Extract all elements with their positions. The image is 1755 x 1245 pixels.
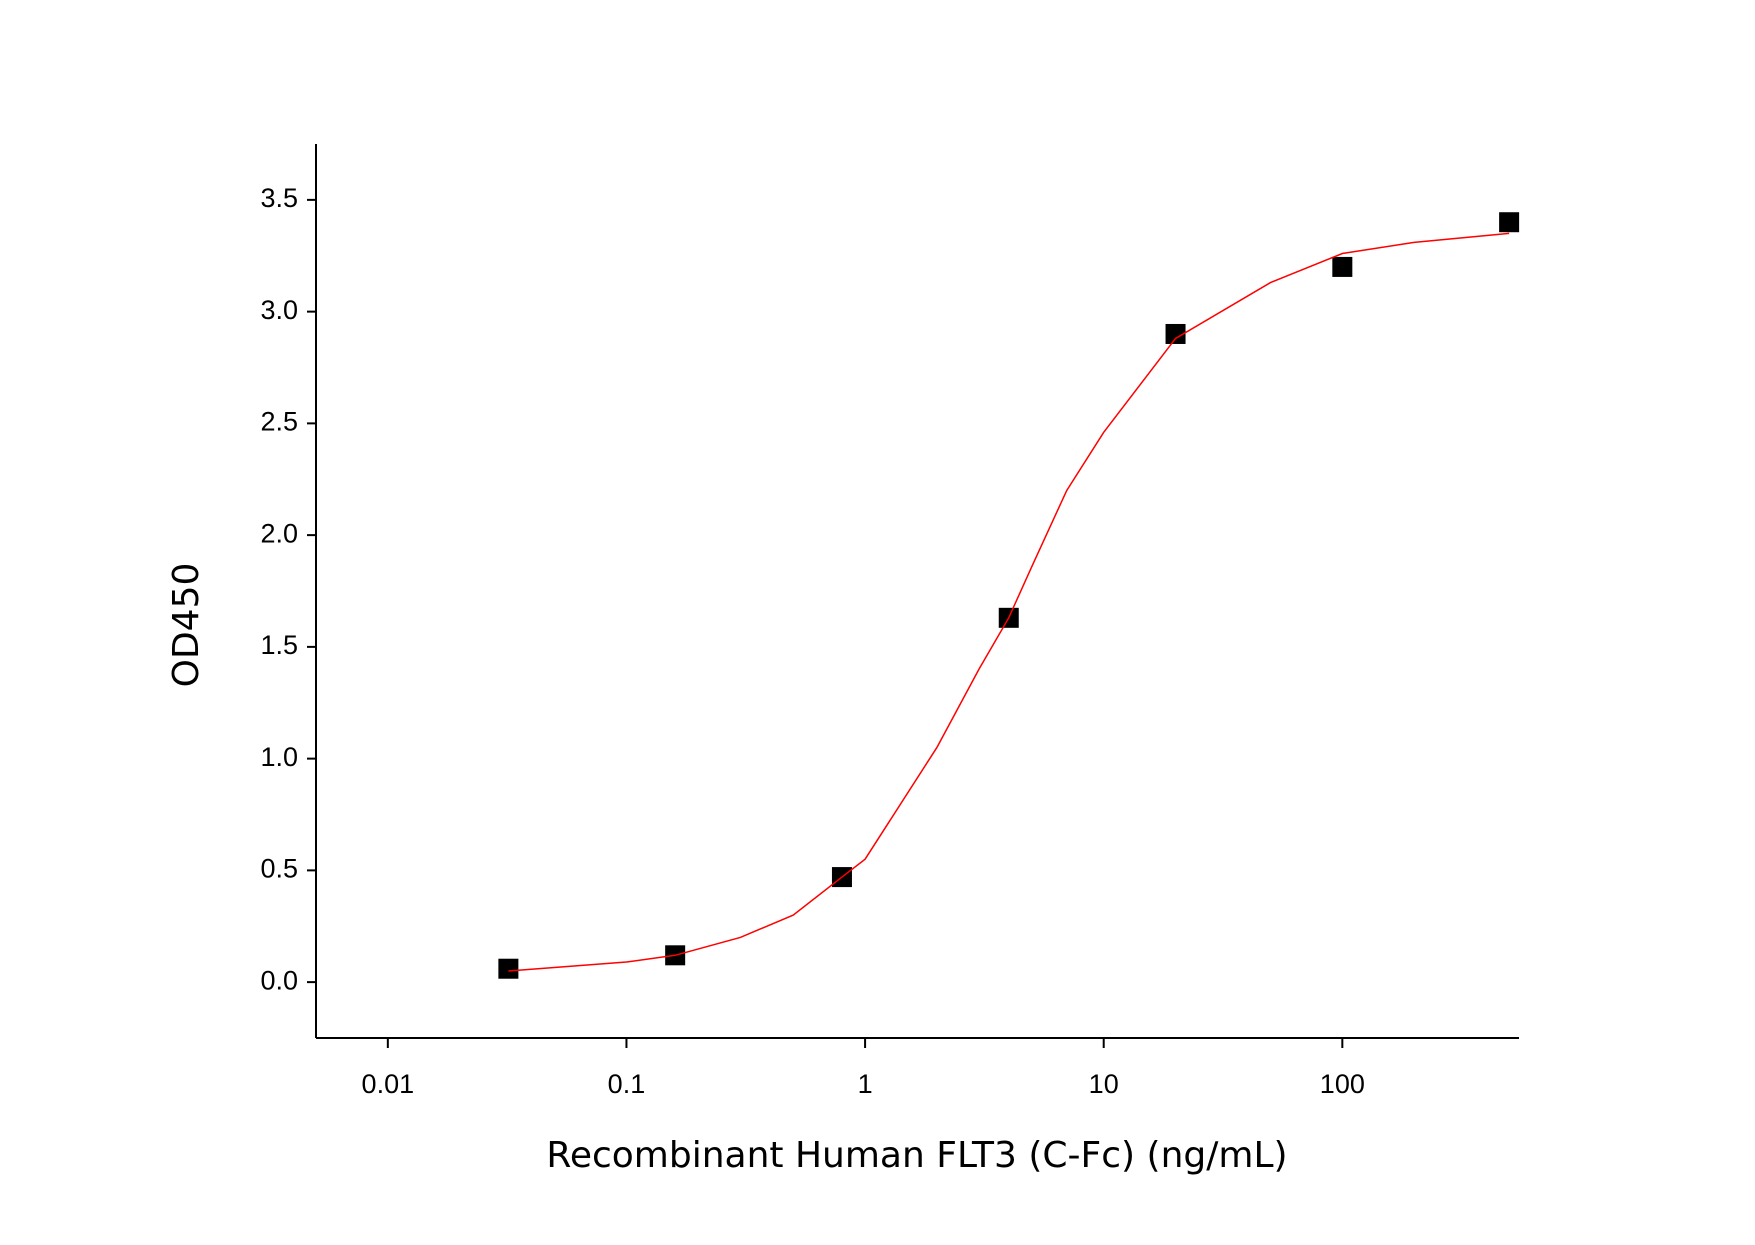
x-tick-label: 1 <box>858 1069 873 1099</box>
data-point <box>1499 212 1520 233</box>
x-tick-label: 100 <box>1320 1069 1365 1099</box>
y-tick-label: 0.0 <box>260 965 298 995</box>
y-tick-label: 1.0 <box>260 742 298 772</box>
y-tick-label: 3.5 <box>260 183 298 213</box>
x-axis-title: Recombinant Human FLT3 (C-Fc) (ng/mL) <box>546 1135 1287 1176</box>
y-tick-label: 2.0 <box>260 518 298 548</box>
y-tick-label: 3.0 <box>260 295 298 325</box>
fit-curve <box>508 232 1510 972</box>
x-tick-label: 10 <box>1089 1069 1119 1099</box>
y-tick-label: 2.5 <box>260 407 298 437</box>
data-point <box>498 958 519 979</box>
data-point <box>1332 256 1353 277</box>
data-point <box>1165 323 1186 344</box>
y-axis-title: OD450 <box>166 563 207 688</box>
y-tick-label: 1.5 <box>260 630 298 660</box>
y-tick-label: 0.5 <box>260 854 298 884</box>
x-tick-label: 0.01 <box>362 1069 415 1099</box>
x-tick-label: 0.1 <box>608 1069 646 1099</box>
